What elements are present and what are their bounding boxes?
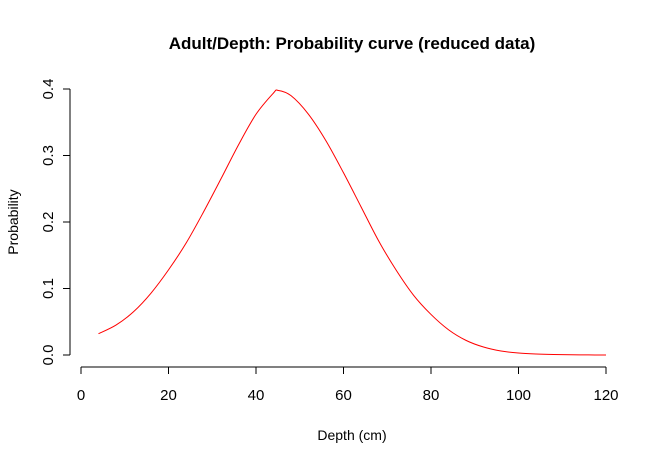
x-tick-label: 20 bbox=[160, 387, 177, 404]
y-tick-label: 0.2 bbox=[40, 212, 57, 233]
series-layer bbox=[98, 89, 607, 356]
x-tick-label: 80 bbox=[423, 387, 440, 404]
x-axis-label: Depth (cm) bbox=[317, 427, 386, 443]
x-axis: 0 20 40 60 80 100 120 bbox=[77, 366, 619, 404]
x-tick-label: 60 bbox=[335, 387, 352, 404]
chart-title: Adult/Depth: Probability curve (reduced … bbox=[169, 34, 536, 53]
y-tick-label: 0.4 bbox=[40, 79, 57, 100]
x-tick-label: 40 bbox=[248, 387, 265, 404]
y-tick-label: 0.1 bbox=[40, 278, 57, 299]
y-tick-label: 0.0 bbox=[40, 345, 57, 366]
probability-curve-line bbox=[98, 89, 607, 356]
y-axis: 0.0 0.1 0.2 0.3 0.4 bbox=[40, 79, 71, 366]
x-tick-label: 100 bbox=[506, 387, 531, 404]
x-tick-label: 120 bbox=[593, 387, 618, 404]
x-tick-label: 0 bbox=[77, 387, 85, 404]
y-axis-label: Probability bbox=[5, 189, 21, 254]
y-tick-label: 0.3 bbox=[40, 145, 57, 166]
